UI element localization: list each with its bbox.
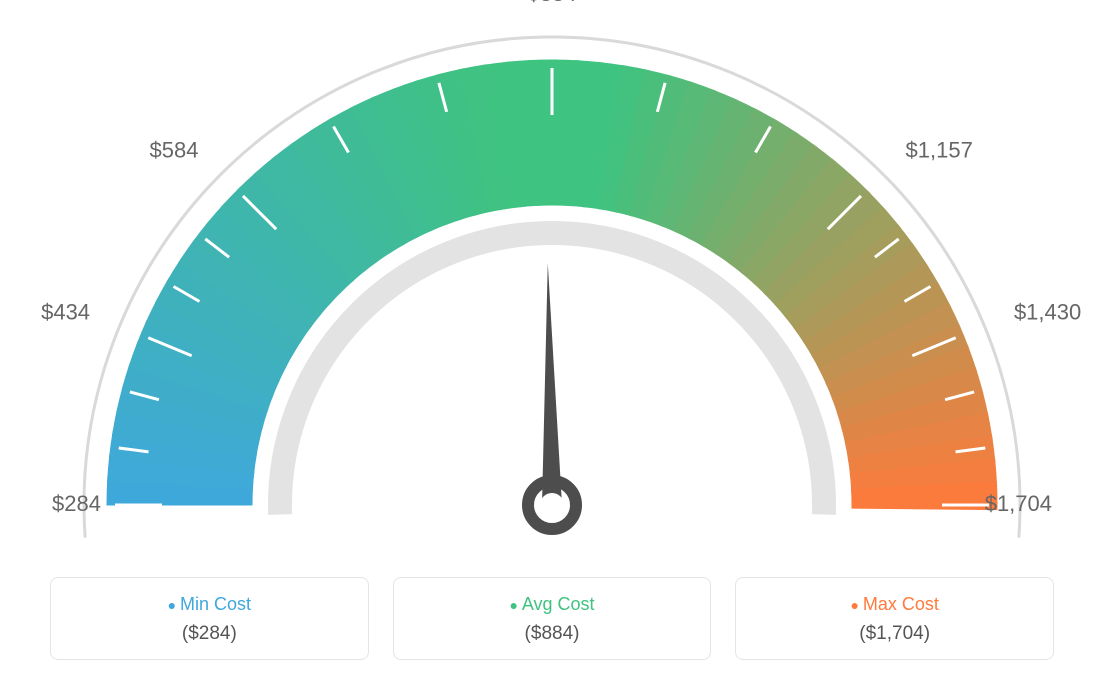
svg-text:$1,704: $1,704: [985, 491, 1052, 516]
svg-text:$884: $884: [528, 0, 577, 6]
legend-max-label: Max Cost: [746, 594, 1043, 615]
legend-row: Min Cost ($284) Avg Cost ($884) Max Cost…: [50, 577, 1054, 660]
svg-text:$1,157: $1,157: [906, 137, 973, 162]
legend-avg-value: ($884): [404, 623, 701, 645]
gauge-svg: $284 $434 $584 $884 $1,157 $1,430 $1,704: [0, 0, 1104, 560]
svg-text:$1,430: $1,430: [1014, 300, 1081, 325]
legend-max-box: Max Cost ($1,704): [735, 577, 1054, 660]
legend-max-value: ($1,704): [746, 623, 1043, 645]
svg-text:$434: $434: [41, 300, 90, 325]
svg-text:$584: $584: [149, 137, 198, 162]
legend-avg-box: Avg Cost ($884): [393, 577, 712, 660]
legend-min-value: ($284): [61, 623, 358, 645]
legend-min-box: Min Cost ($284): [50, 577, 369, 660]
gauge-area: $284 $434 $584 $884 $1,157 $1,430 $1,704: [0, 0, 1104, 560]
gauge-chart-container: $284 $434 $584 $884 $1,157 $1,430 $1,704 Min C…: [0, 0, 1104, 690]
legend-min-label: Min Cost: [61, 594, 358, 615]
svg-text:$284: $284: [52, 491, 101, 516]
legend-avg-label: Avg Cost: [404, 594, 701, 615]
